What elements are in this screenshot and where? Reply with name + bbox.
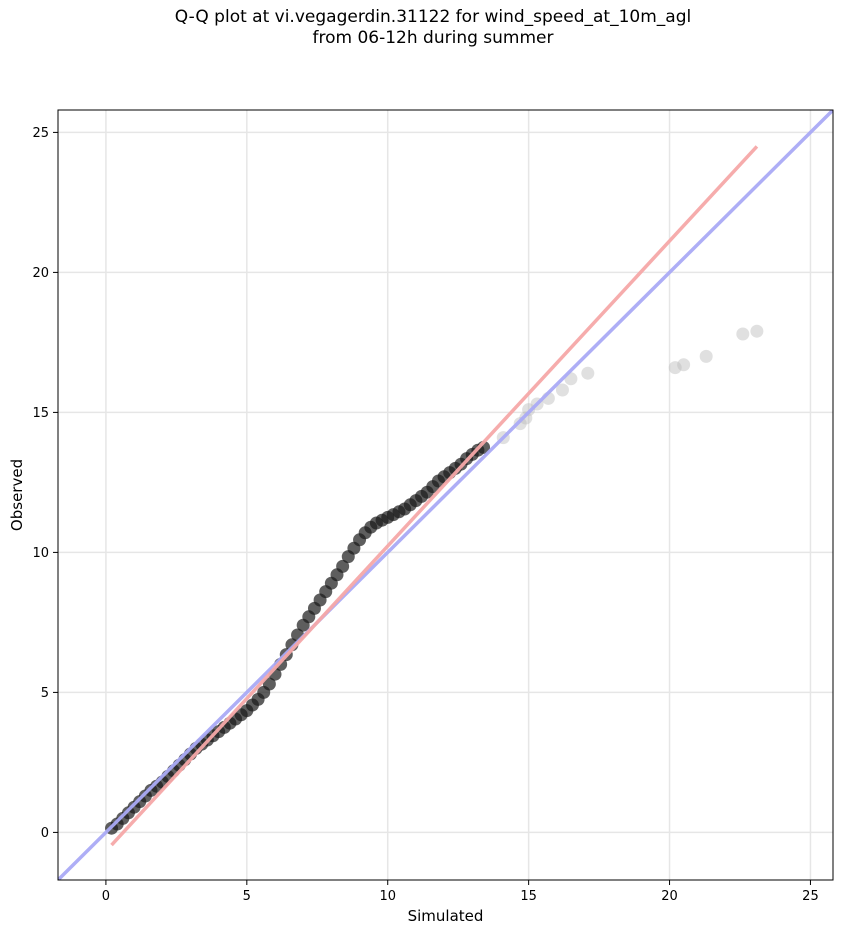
identity-line: [58, 110, 833, 880]
y-axis-ticks: 0 5 10 15 20 25: [32, 126, 58, 841]
tail-quantile-point: [581, 366, 595, 380]
y-tick-label: 20: [32, 266, 49, 281]
y-axis-label: Observed: [8, 459, 26, 531]
x-tick-label: 5: [243, 889, 251, 904]
chart-title: Q-Q plot at vi.vegagerdin.31122 for wind…: [174, 7, 692, 48]
quantile-points: [105, 324, 764, 835]
x-tick-label: 10: [379, 889, 396, 904]
tail-quantile-point: [522, 403, 536, 417]
tail-quantile-point: [699, 349, 713, 363]
x-axis-ticks: 0 5 10 15 20 25: [102, 880, 819, 904]
x-tick-label: 20: [661, 889, 678, 904]
quantile-point: [336, 559, 350, 573]
tail-quantile-point: [736, 327, 750, 341]
tail-quantile-point: [555, 383, 569, 397]
tail-quantile-point: [513, 417, 527, 431]
y-tick-label: 0: [41, 826, 49, 841]
tail-quantile-point: [519, 411, 533, 425]
reference-lines: [58, 110, 833, 880]
y-tick-label: 25: [32, 126, 49, 141]
plot-frame: [57, 109, 834, 881]
tail-quantile-point: [668, 361, 682, 375]
tail-quantile-point: [677, 358, 691, 372]
grid: [58, 110, 833, 880]
x-tick-label: 0: [102, 889, 110, 904]
quantile-point: [262, 677, 276, 691]
y-tick-label: 15: [32, 406, 49, 421]
x-axis-label: Simulated: [408, 907, 484, 925]
x-tick-label: 15: [520, 889, 537, 904]
x-tick-label: 25: [802, 889, 819, 904]
tail-quantile-point: [750, 324, 764, 338]
y-tick-label: 10: [32, 546, 49, 561]
fit-line: [110, 145, 759, 847]
y-tick-label: 5: [41, 686, 49, 701]
